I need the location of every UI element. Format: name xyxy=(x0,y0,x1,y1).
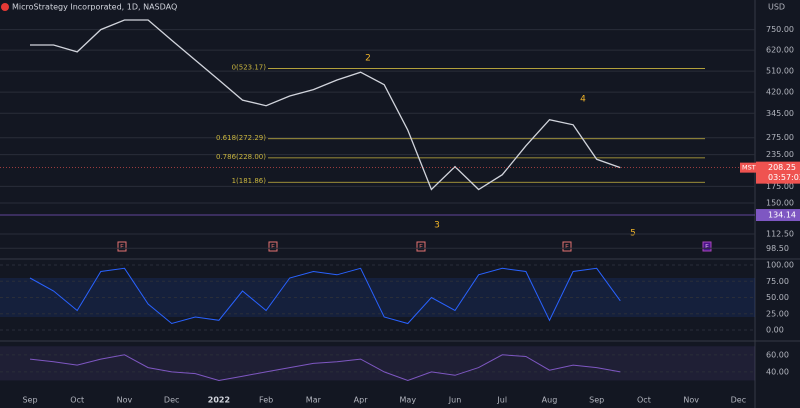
x-tick-label: Feb xyxy=(259,396,273,405)
x-tick-label: Dec xyxy=(164,396,179,405)
y-tick-label: 420.00 xyxy=(766,88,794,97)
x-tick-label: 2022 xyxy=(208,396,230,405)
y-tick-label: 50.00 xyxy=(766,293,789,302)
earnings-marker xyxy=(117,241,127,252)
x-tick-label: Oct xyxy=(70,396,84,405)
y-tick-label: 275.00 xyxy=(766,133,794,142)
chart-title: MicroStrategy Incorporated, 1D, NASDAQ xyxy=(12,3,177,12)
series-line xyxy=(29,267,621,325)
y-tick-label: 345.00 xyxy=(766,109,794,118)
earnings-marker xyxy=(268,241,278,252)
earnings-label: E xyxy=(120,244,124,251)
price-tag xyxy=(756,161,800,184)
wave-label: 2 xyxy=(365,54,371,64)
wave-label: 4 xyxy=(580,95,586,105)
countdown-label: 03:57:03 xyxy=(768,173,800,182)
earnings-label: E xyxy=(271,244,275,251)
y-tick-label: 510.00 xyxy=(766,67,794,76)
fib-label: 0.618(272.29) xyxy=(216,134,266,142)
fib-label: 0(523.17) xyxy=(232,63,267,71)
earnings-marker xyxy=(702,241,712,252)
symbol-label: MSTR xyxy=(742,164,761,172)
earnings-label: E xyxy=(419,244,423,251)
x-tick-label: May xyxy=(400,396,417,405)
y-tick-label: 112.50 xyxy=(766,229,794,238)
y-tick-label: 750.00 xyxy=(766,25,794,34)
axis-unit: USD xyxy=(768,3,785,12)
x-tick-label: Dec xyxy=(731,396,746,405)
x-tick-label: Nov xyxy=(683,396,699,405)
price-tag-label: 208.25 xyxy=(768,163,796,172)
y-tick-label: 40.00 xyxy=(766,367,789,376)
earnings-label: E xyxy=(565,244,569,251)
x-tick-label: Oct xyxy=(637,396,651,405)
series-line xyxy=(29,354,621,382)
x-tick-label: Jul xyxy=(496,396,507,405)
wave-label: 3 xyxy=(434,221,440,231)
price-tag-label: 134.14 xyxy=(768,211,796,220)
x-tick-label: Aug xyxy=(542,396,558,405)
earnings-label: E xyxy=(705,244,709,251)
oscillator-band xyxy=(0,346,755,381)
x-tick-label: Nov xyxy=(117,396,133,405)
y-tick-label: 0.00 xyxy=(766,326,784,335)
y-tick-label: 75.00 xyxy=(766,277,789,286)
series-line xyxy=(30,19,621,191)
y-tick-label: 620.00 xyxy=(766,46,794,55)
oscillator-band xyxy=(0,278,755,317)
fib-label: 0.786(228.00) xyxy=(216,153,266,161)
symbol-tag xyxy=(740,162,764,173)
y-tick-label: 100.00 xyxy=(766,261,794,270)
x-tick-label: Sep xyxy=(589,396,604,405)
x-tick-label: Mar xyxy=(306,396,322,405)
x-tick-label: Sep xyxy=(22,396,37,405)
y-tick-label: 175.00 xyxy=(766,182,794,191)
y-tick-label: 150.00 xyxy=(766,198,794,207)
fib-label: 1(181.86) xyxy=(232,177,267,185)
y-tick-label: 25.00 xyxy=(766,309,789,318)
logo xyxy=(1,3,9,11)
y-tick-label: 60.00 xyxy=(766,350,789,359)
y-tick-label: 98.50 xyxy=(766,244,789,253)
price-tag xyxy=(756,209,800,222)
earnings-marker xyxy=(562,241,572,252)
x-tick-label: Jun xyxy=(448,396,462,405)
x-tick-label: Apr xyxy=(354,396,369,405)
y-tick-label: 235.00 xyxy=(766,150,794,159)
earnings-marker xyxy=(416,241,426,252)
